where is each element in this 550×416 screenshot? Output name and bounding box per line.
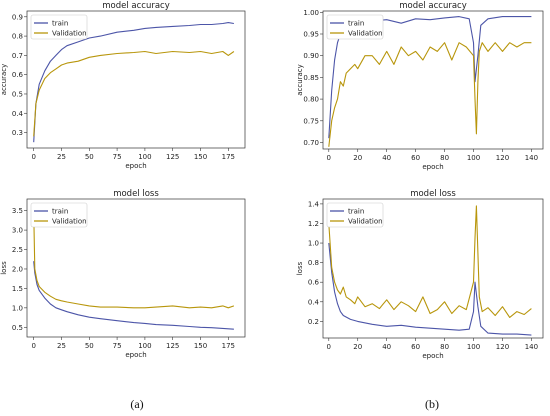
y-tick-label: 0.5 <box>12 324 23 332</box>
series-line-validation <box>328 205 532 318</box>
y-axis-label: accuracy <box>0 64 8 96</box>
x-tick-label: 0 <box>327 343 331 351</box>
legend-label: train <box>52 208 68 216</box>
chart-title: model loss <box>410 189 456 199</box>
x-tick-label: 100 <box>138 153 151 161</box>
plot-frame <box>322 10 544 150</box>
y-tick-label: 1.4 <box>308 200 320 208</box>
caption-a: (a) <box>130 397 143 411</box>
y-tick-label: 0.90 <box>303 52 319 60</box>
plot-frame <box>26 198 246 338</box>
x-tick-label: 125 <box>166 342 179 350</box>
x-tick-label: 20 <box>353 343 362 351</box>
series-line-train <box>33 261 234 330</box>
x-tick-label: 140 <box>525 343 538 351</box>
y-tick-label: 0.9 <box>12 13 23 21</box>
x-tick-label: 75 <box>113 342 122 350</box>
y-tick-label: 0.8 <box>308 259 319 267</box>
y-axis-label: loss <box>296 261 304 275</box>
series-line-validation <box>33 210 235 309</box>
x-tick-label: 175 <box>222 153 235 161</box>
y-tick-label: 0.2 <box>308 318 319 326</box>
series-line-validation <box>328 42 532 147</box>
y-tick-label: 0.75 <box>303 117 319 125</box>
x-tick-label: 0 <box>327 154 331 162</box>
x-tick-label: 0 <box>31 153 35 161</box>
chart-title: model loss <box>113 189 159 199</box>
x-axis-label: epoch <box>422 163 443 171</box>
plot-frame <box>322 198 544 339</box>
series-line-train <box>33 22 234 143</box>
x-tick-label: 60 <box>411 154 420 162</box>
x-axis-label: epoch <box>125 162 146 170</box>
x-tick-label: 60 <box>411 343 420 351</box>
series-line-train <box>328 242 532 336</box>
legend-label: train <box>52 20 68 28</box>
plot-panel-b-loss: model loss 0 20 40 60 80 100 120 140 0.2 0.4 0.6 0.8… <box>296 189 544 360</box>
plot-panel-a-accuracy: model accuracy 0 25 50 75 100 125 150 175 0.3 0.4 0… <box>0 1 246 170</box>
x-tick-label: 50 <box>85 153 94 161</box>
x-tick-label: 150 <box>194 153 207 161</box>
plot-panel-a-loss: model loss 0 25 50 75 100 125 150 175 0.5 1.0 1.5 2.… <box>0 189 246 359</box>
x-tick-label: 0 <box>31 342 35 350</box>
y-tick-label: 1.0 <box>308 240 319 248</box>
y-tick-label: 2.0 <box>12 265 23 273</box>
plot-frame <box>26 10 246 149</box>
x-tick-label: 100 <box>138 342 151 350</box>
x-tick-label: 80 <box>440 343 449 351</box>
y-tick-label: 1.2 <box>308 220 319 228</box>
x-axis-label: epoch <box>125 351 146 359</box>
x-tick-label: 175 <box>222 342 235 350</box>
legend-label: train <box>348 20 364 28</box>
y-axis-label: loss <box>0 261 8 275</box>
y-tick-label: 0.6 <box>308 279 320 287</box>
series-line-validation <box>33 50 235 137</box>
y-tick-label: 0.4 <box>12 110 24 118</box>
y-tick-label: 0.80 <box>303 96 319 104</box>
y-tick-label: 0.8 <box>12 33 23 41</box>
x-axis-label: epoch <box>422 352 443 360</box>
x-tick-label: 100 <box>467 154 480 162</box>
y-tick-label: 3.0 <box>12 227 23 235</box>
x-tick-label: 25 <box>57 342 66 350</box>
caption-b: (b) <box>425 397 439 411</box>
y-tick-label: 1.00 <box>303 9 319 17</box>
x-tick-label: 40 <box>382 343 391 351</box>
y-tick-label: 0.5 <box>12 90 23 98</box>
y-tick-label: 0.85 <box>303 74 319 82</box>
y-tick-label: 0.4 <box>308 298 320 306</box>
chart-title: model accuracy <box>399 1 467 11</box>
y-tick-label: 0.70 <box>303 139 319 147</box>
x-tick-label: 125 <box>166 153 179 161</box>
x-tick-label: 25 <box>57 153 66 161</box>
legend-label: train <box>348 208 364 216</box>
x-tick-label: 150 <box>194 342 207 350</box>
x-tick-label: 40 <box>382 154 391 162</box>
x-tick-label: 75 <box>113 153 122 161</box>
x-tick-label: 50 <box>85 342 94 350</box>
plot-panel-b-accuracy: model accuracy 0 20 40 60 80 100 120 140 0.70 0.75… <box>296 1 544 171</box>
y-tick-label: 0.7 <box>12 52 23 60</box>
chart-title: model accuracy <box>102 1 170 11</box>
y-tick-label: 1.5 <box>12 285 23 293</box>
y-tick-label: 0.95 <box>303 31 319 39</box>
x-tick-label: 80 <box>440 154 449 162</box>
y-tick-label: 2.5 <box>12 246 23 254</box>
x-tick-label: 100 <box>467 343 480 351</box>
x-tick-label: 120 <box>496 343 509 351</box>
y-axis-label: accuracy <box>296 64 304 96</box>
legend-label: Validation <box>348 30 383 38</box>
legend-label: Validation <box>52 218 87 226</box>
legend-label: Validation <box>348 218 383 226</box>
y-tick-label: 0.3 <box>12 129 23 137</box>
x-tick-label: 140 <box>525 154 538 162</box>
x-tick-label: 120 <box>496 154 509 162</box>
x-tick-label: 20 <box>353 154 362 162</box>
y-tick-label: 0.6 <box>12 71 24 79</box>
legend-label: Validation <box>52 30 87 38</box>
y-tick-label: 3.5 <box>12 207 23 215</box>
y-tick-label: 1.0 <box>12 304 23 312</box>
